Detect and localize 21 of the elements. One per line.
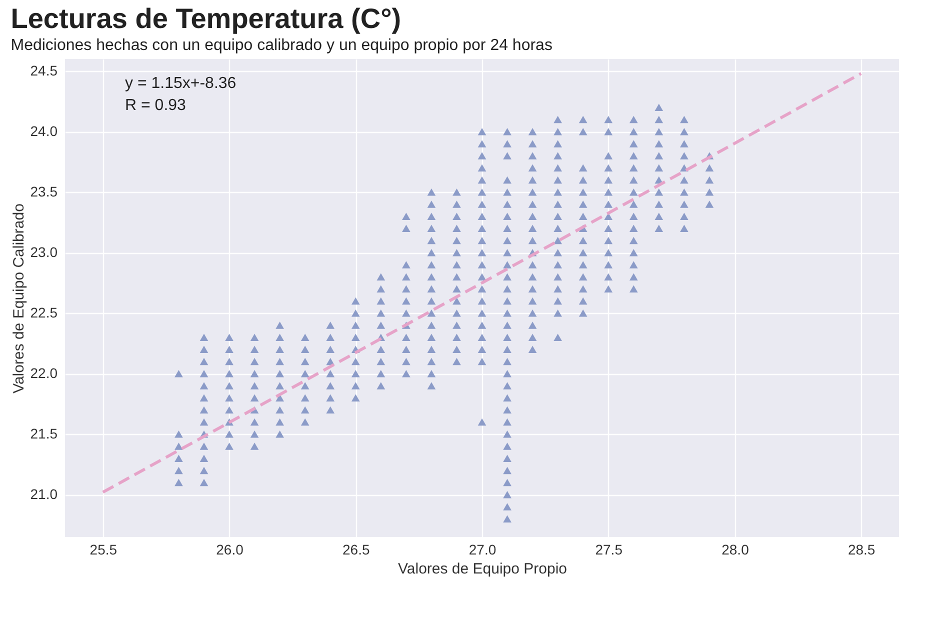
annotation: y = 1.15x+-8.36 xyxy=(125,75,236,92)
y-tick-label: 21.5 xyxy=(30,426,58,442)
y-tick-label: 24.5 xyxy=(30,62,58,79)
x-axis-title: Valores de Equipo Propio xyxy=(398,560,567,578)
x-tick-label: 25.5 xyxy=(90,542,118,558)
y-tick-label: 23.5 xyxy=(30,184,58,200)
x-tick-label: 27.0 xyxy=(468,542,496,558)
chart-title: Lecturas de Temperatura (C°) xyxy=(10,3,402,34)
y-axis-title: Valores de Equipo Calibrado xyxy=(10,204,28,394)
x-tick-label: 26.0 xyxy=(216,542,244,558)
y-tick-label: 21.0 xyxy=(30,486,58,502)
chart-subtitle: Mediciones hechas con un equipo calibrado y un equipo propio por 24 horas xyxy=(10,37,552,54)
y-tick-label: 23.0 xyxy=(30,244,58,260)
x-tick-label: 28.5 xyxy=(848,542,876,558)
y-tick-label: 22.0 xyxy=(30,365,58,382)
y-tick-label: 22.5 xyxy=(30,304,58,321)
annotation: R = 0.93 xyxy=(125,97,186,114)
x-tick-label: 28.0 xyxy=(722,542,750,558)
x-tick-label: 26.5 xyxy=(342,542,370,558)
x-tick-label: 27.5 xyxy=(595,542,623,558)
y-tick-label: 24.0 xyxy=(30,123,58,140)
